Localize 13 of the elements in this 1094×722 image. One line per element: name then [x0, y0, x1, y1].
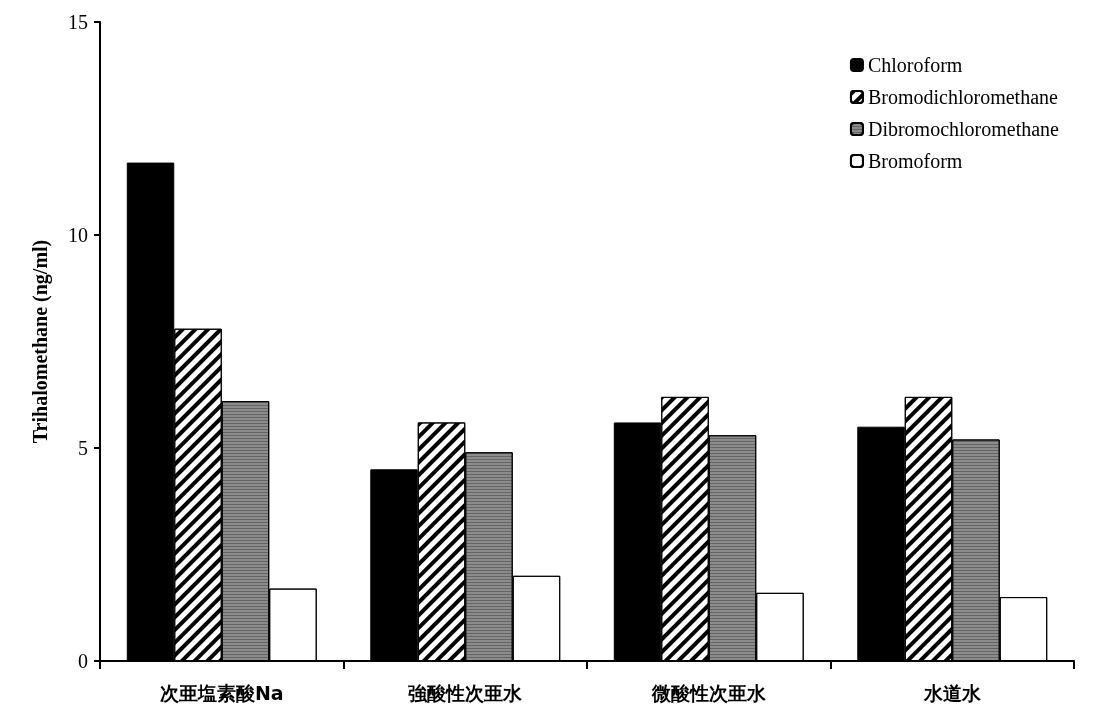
y-axis-title: Trihalomethane (ng/ml)	[29, 239, 52, 444]
legend-label: Dibromochloromethane	[867, 118, 1060, 140]
legend-label: Chloroform	[867, 54, 963, 76]
y-tick-label: 10	[68, 224, 88, 246]
y-tick-label: 15	[68, 11, 88, 33]
x-tick-label: 次亜塩素酸Na	[159, 681, 284, 704]
x-tick-label: 微酸性次亜水	[650, 681, 767, 704]
y-tick-label: 5	[78, 437, 88, 459]
x-tick-label: 水道水	[922, 681, 982, 704]
y-tick-label: 0	[78, 650, 88, 672]
x-tick-label: 強酸性次亜水	[408, 681, 524, 704]
legend-label: Bromoform	[867, 150, 963, 172]
legend-label: Bromodichloromethane	[867, 86, 1059, 108]
